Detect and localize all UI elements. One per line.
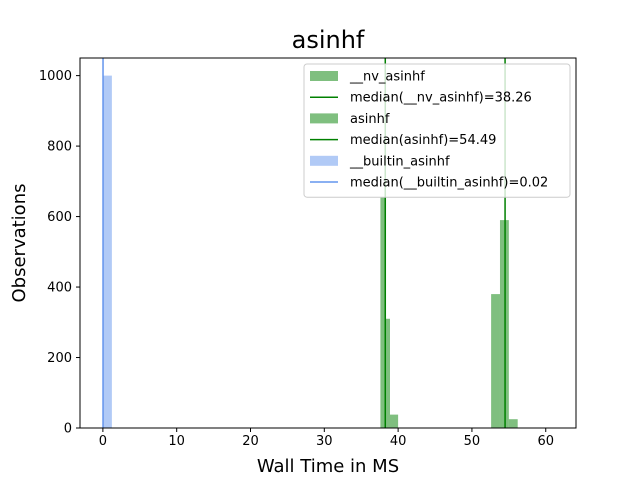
x-tick-label-1: 10 <box>168 434 185 449</box>
legend-swatch-0 <box>310 71 338 81</box>
legend-label-3: median(asinhf)=54.49 <box>350 133 496 148</box>
legend-swatch-4 <box>310 155 338 166</box>
y-tick-label-0: 0 <box>64 422 72 437</box>
legend-label-0: __nv_asinhf <box>349 70 425 85</box>
x-axis: 0 10 20 30 40 50 60 <box>99 428 554 449</box>
legend-label-1: median(__nv_asinhf)=38.26 <box>350 91 532 106</box>
histogram-bar-2-0 <box>491 294 500 428</box>
legend-box <box>303 63 571 198</box>
legend-label-2: asinhf <box>350 112 390 127</box>
legend-label-5: median(__builtin_asinhf)=0.02 <box>350 176 548 191</box>
x-tick-label-2: 20 <box>242 434 259 449</box>
x-tick-label-5: 50 <box>464 434 481 449</box>
y-axis-label: Observations <box>9 184 30 303</box>
histogram-bar-0-2 <box>390 414 399 428</box>
legend-swatch-2 <box>310 113 338 124</box>
y-tick-label-2: 400 <box>47 281 72 296</box>
x-tick-label-4: 40 <box>390 434 407 449</box>
x-axis-label: Wall Time in MS <box>257 456 399 477</box>
histogram-bar-0-1 <box>385 318 390 428</box>
histogram-bar-4-0 <box>102 75 112 428</box>
histogram-bar-2-2 <box>508 419 518 428</box>
legend-label-4: __builtin_asinhf <box>349 154 450 169</box>
chart-title: asinhf <box>292 26 365 54</box>
plot-frame <box>79 57 577 429</box>
x-tick-label-3: 30 <box>316 434 333 449</box>
y-tick-label-5: 1000 <box>39 69 72 84</box>
x-tick-label-6: 60 <box>537 434 554 449</box>
y-tick-label-4: 800 <box>47 140 72 155</box>
histogram-bar-0-0 <box>380 197 386 428</box>
y-axis: 0 200 400 600 800 1000 <box>39 69 80 437</box>
legend: __nv_asinhf median(__nv_asinhf)=38.26asin… <box>303 63 571 198</box>
y-tick-label-1: 200 <box>47 351 72 366</box>
y-tick-label-3: 600 <box>47 210 72 225</box>
x-tick-label-0: 0 <box>99 434 107 449</box>
